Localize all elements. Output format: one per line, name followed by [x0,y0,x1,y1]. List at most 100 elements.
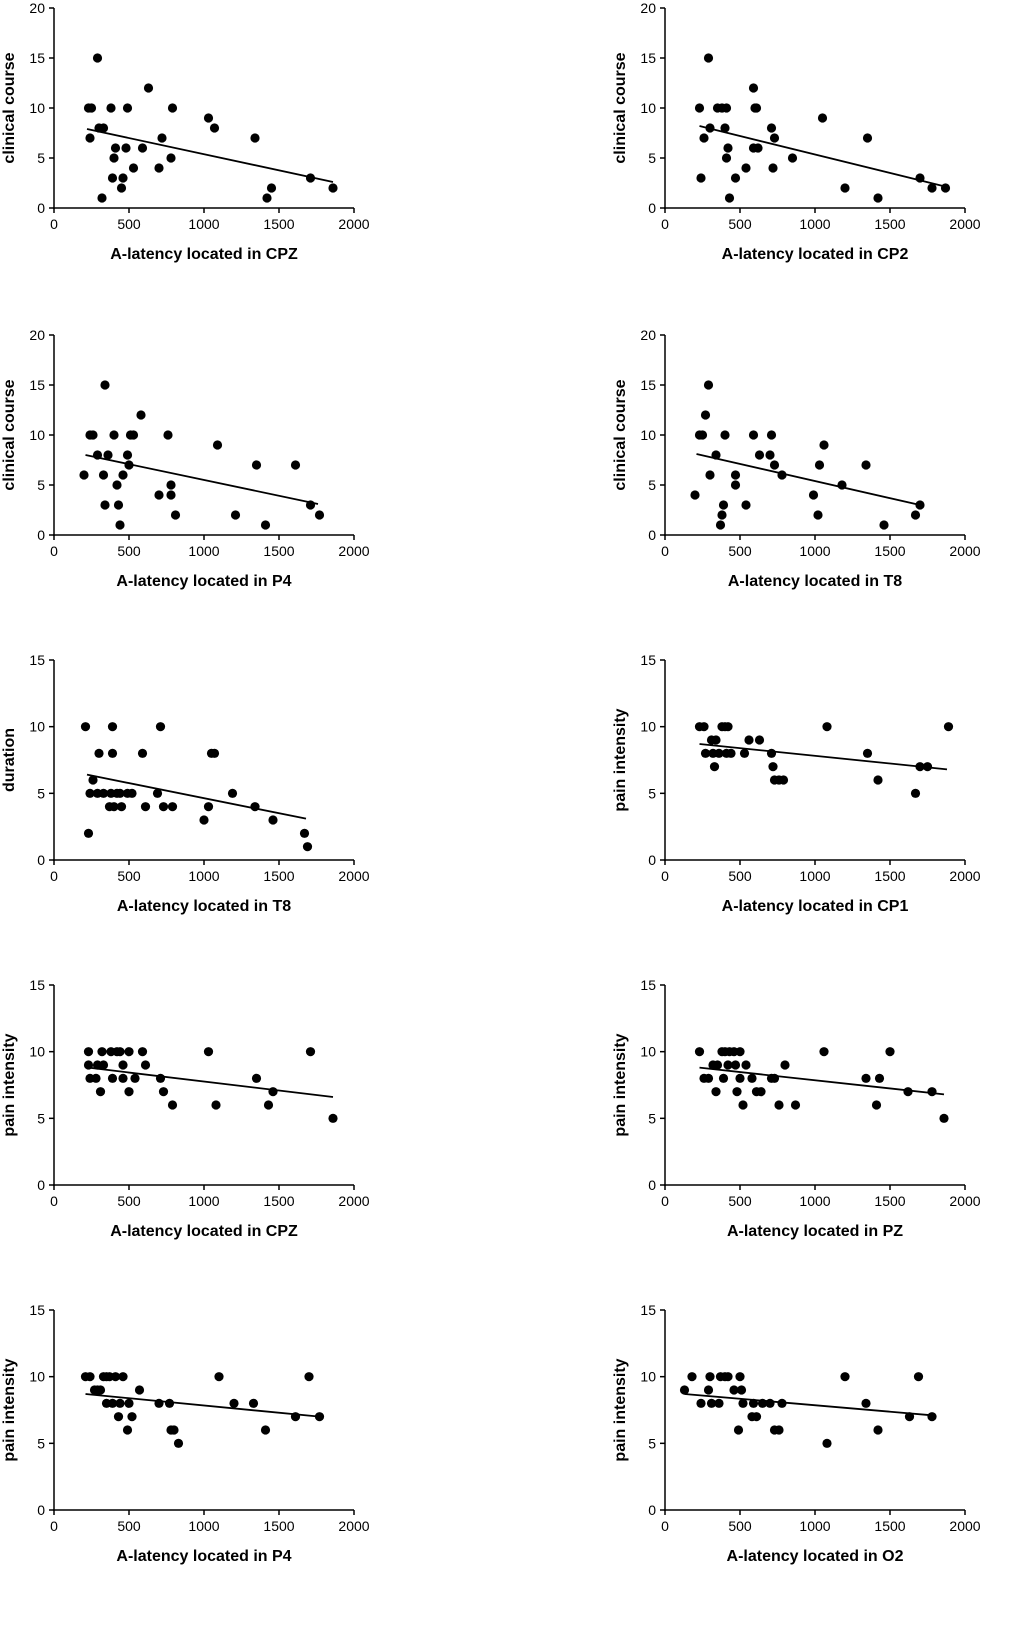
data-point [98,788,109,798]
data-point [778,775,789,785]
data-point [209,123,220,133]
data-point [83,1047,94,1057]
data-point [741,1060,751,1070]
data-point [130,1073,140,1083]
x-tick-label: 0 [661,543,669,559]
y-tick-label: 15 [29,377,45,393]
data-point [837,480,847,490]
data-point [124,1398,134,1408]
data-point [85,788,95,798]
data-point [203,113,214,123]
x-tick-label: 500 [728,1193,752,1209]
data-point [100,380,110,390]
data-point [718,1073,729,1083]
data-point [721,153,732,163]
x-tick-label: 1500 [874,1518,905,1534]
data-point [705,470,715,480]
data-point [840,183,850,193]
data-point [915,762,925,772]
data-point [155,722,166,732]
data-point [140,802,151,812]
x-axis-title: A-latency located in CPZ [110,1223,298,1240]
x-tick-label: 2000 [338,1518,369,1534]
y-tick-label: 15 [640,377,656,393]
y-tick-label: 10 [640,719,656,735]
y-tick-label: 0 [648,1177,656,1193]
data-point [712,1060,723,1070]
x-tick-label: 1000 [188,216,219,232]
data-point [711,450,721,460]
data-point [88,430,98,440]
data-point [136,410,146,420]
data-point [124,1047,134,1057]
y-tick-label: 0 [37,1502,45,1518]
data-point [158,802,169,812]
data-point [751,103,762,113]
data-point [744,735,754,745]
scatter-chart-1: 0 500 1000 1500 2000 0 5 10 15 20 A-latency locate… [1,0,370,263]
data-point [741,163,751,173]
data-point [748,430,759,440]
data-point [711,735,721,745]
data-point [107,722,118,732]
data-point [107,173,118,183]
data-point [290,460,301,470]
data-point [140,1060,151,1070]
x-tick-label: 500 [117,1193,141,1209]
scatter-chart-10: 0 500 1000 1500 2000 0 5 10 15 A-latency located … [612,1302,981,1565]
data-point [85,1372,95,1382]
data-point [739,748,750,758]
data-point [769,460,780,470]
data-point [227,788,238,798]
data-point [250,133,260,143]
data-point [717,510,727,520]
data-point [703,380,714,390]
x-axis-title: A-latency located in T8 [117,898,291,915]
data-point [137,748,148,758]
data-point [861,460,871,470]
y-tick-label: 10 [640,1369,656,1385]
x-tick-label: 0 [661,216,669,232]
x-tick-label: 0 [661,868,669,884]
regression-line [85,1393,320,1418]
y-tick-label: 0 [648,1502,656,1518]
data-point [819,1047,829,1057]
x-axis-title: A-latency located in P4 [116,573,291,590]
data-point [733,1425,744,1435]
data-point [885,1047,895,1057]
data-point [768,762,778,772]
y-tick-label: 5 [37,1110,45,1126]
y-tick-label: 0 [648,527,656,543]
data-point [730,173,741,183]
data-point [112,480,122,490]
data-point [814,460,825,470]
x-tick-label: 500 [728,216,752,232]
y-tick-label: 15 [29,50,45,66]
data-point [723,143,733,153]
x-tick-label: 2000 [338,868,369,884]
data-point [709,762,720,772]
data-point [822,1438,832,1448]
data-point [679,1385,690,1395]
scatter-chart-5: 0 500 1000 1500 2000 0 5 10 15 A-latency located … [1,652,370,915]
data-point [766,430,777,440]
y-axis-title: clinical course [1,52,18,163]
data-point [122,1425,133,1435]
data-point [910,510,921,520]
y-tick-label: 0 [648,200,656,216]
y-tick-label: 0 [37,852,45,868]
data-point [166,490,176,500]
data-point [703,53,714,63]
data-point [819,440,829,450]
x-tick-label: 0 [50,1518,58,1534]
y-tick-label: 10 [29,100,45,116]
x-tick-label: 1000 [188,1518,219,1534]
data-point [79,470,89,480]
data-point [723,1372,733,1382]
data-point [694,1047,705,1057]
y-tick-label: 0 [648,852,656,868]
scatter-chart-7: 0 500 1000 1500 2000 0 5 10 15 A-latency located … [1,977,370,1240]
data-point [822,722,832,732]
y-tick-label: 20 [640,0,656,16]
